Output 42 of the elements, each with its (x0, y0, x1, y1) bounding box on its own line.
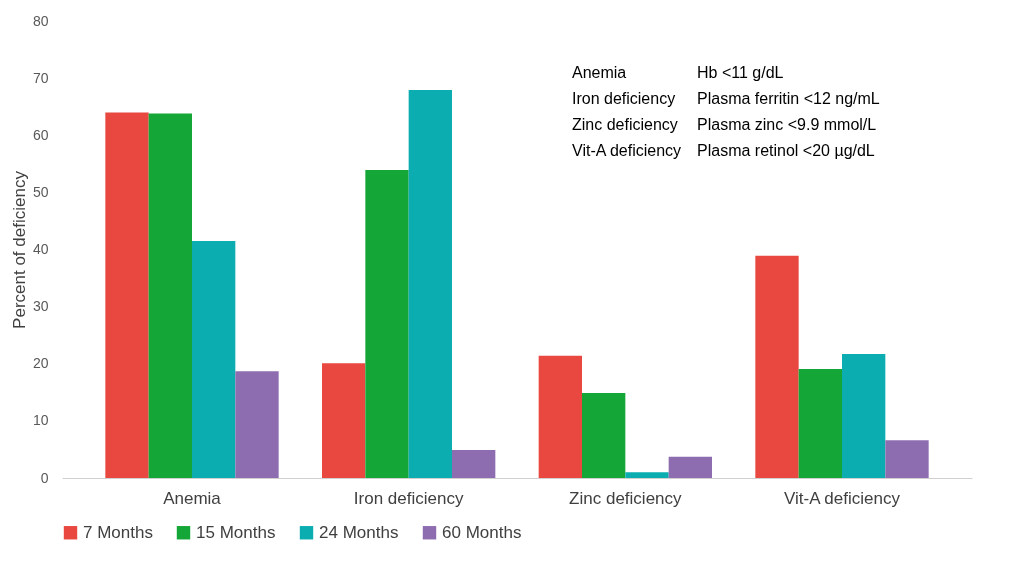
y-tick-label: 30 (32, 298, 49, 315)
bar (582, 392, 626, 478)
x-tick-label: Anemia (163, 488, 222, 508)
y-tick-label: 10 (32, 412, 49, 429)
bar (755, 255, 799, 478)
y-tick-label: 0 (40, 469, 49, 486)
bar (842, 354, 886, 478)
x-tick-label: Vit-A deficiency (784, 488, 901, 508)
bar (408, 90, 452, 478)
y-tick-label: 60 (32, 126, 49, 143)
annotation: Plasma ferritin <12 ng/mL (697, 90, 880, 107)
bar (668, 456, 712, 478)
annotation: Plasma zinc <9.9 mmol/L (697, 116, 877, 133)
bar (538, 355, 582, 478)
bar (625, 472, 669, 478)
annotation: Vit-A deficiency (572, 142, 682, 159)
y-axis-title: Percent of deficiency (9, 170, 29, 329)
legend-label: 15 Months (196, 522, 276, 542)
annotation: Plasma retinol <20 µg/dL (697, 142, 875, 159)
bar (365, 170, 409, 478)
bar (885, 440, 929, 478)
x-tick-label: Iron deficiency (353, 488, 464, 508)
bar (235, 371, 279, 478)
bar (322, 363, 366, 478)
x-tick-label: Zinc deficiency (569, 488, 683, 508)
legend-label: 7 Months (83, 522, 153, 542)
bar (452, 450, 496, 478)
y-tick-label: 80 (32, 12, 49, 29)
bar (148, 113, 192, 478)
legend-label: 60 Months (442, 522, 522, 542)
y-tick-label: 50 (32, 183, 49, 200)
annotation: Zinc deficiency (572, 116, 678, 133)
bar (192, 240, 236, 478)
y-tick-label: 40 (32, 241, 49, 257)
annotation: Hb <11 g/dL (697, 64, 784, 81)
y-tick-label: 20 (32, 355, 49, 372)
annotation: Anemia (572, 64, 627, 81)
annotation: Iron deficiency (572, 90, 676, 107)
bar (798, 368, 842, 478)
legend-label: 24 Months (319, 522, 399, 542)
bar (105, 112, 149, 478)
y-tick-label: 70 (32, 69, 49, 86)
